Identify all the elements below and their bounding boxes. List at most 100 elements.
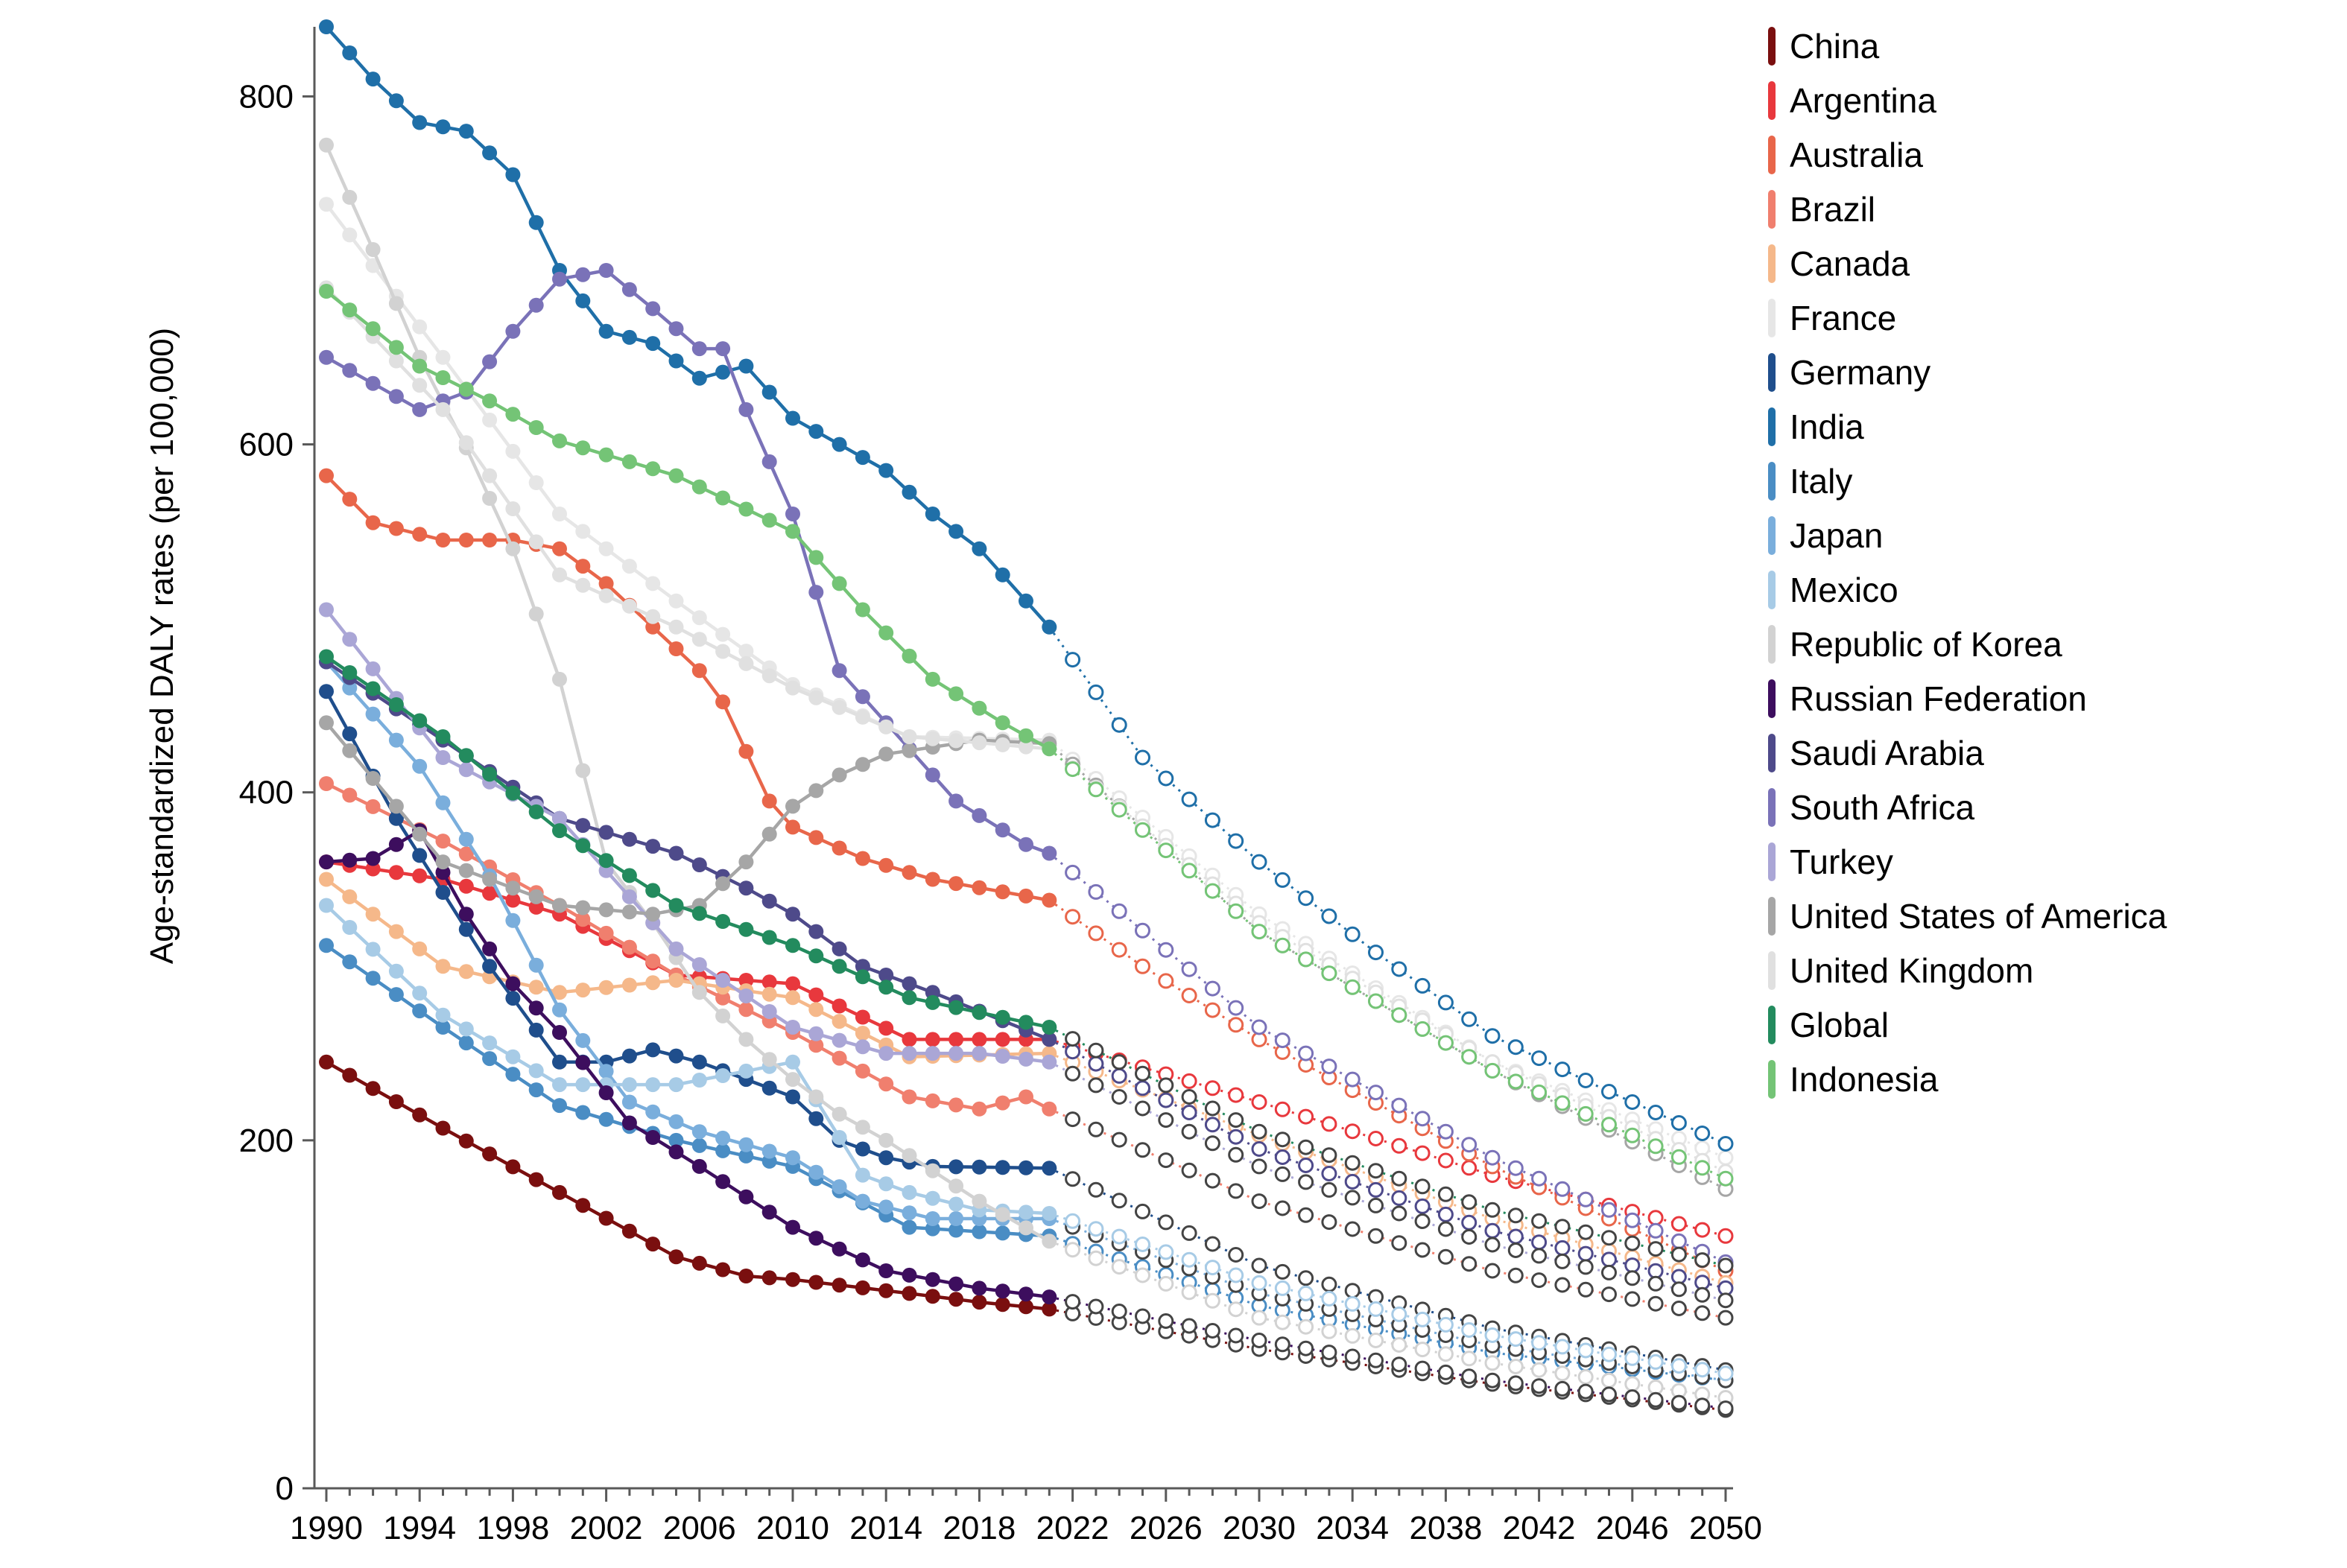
point-india-2021 <box>1042 619 1057 635</box>
forecast-point-republic-of-korea-2036 <box>1391 1337 1407 1353</box>
forecast-point-global-2048 <box>1670 1246 1687 1263</box>
forecast-point-indonesia-2028 <box>1204 883 1220 899</box>
forecast-point-russian-federation-2040 <box>1484 1372 1501 1388</box>
point-turkey-1996 <box>458 762 474 778</box>
forecast-point-argentina-2033 <box>1321 1116 1337 1132</box>
point-france-1997 <box>482 412 498 428</box>
x-tick-label-1994: 1994 <box>383 1510 456 1546</box>
forecast-point-brazil-2026 <box>1158 1152 1174 1169</box>
point-global-2020 <box>1019 1015 1033 1030</box>
forecast-point-indonesia-2029 <box>1228 903 1244 919</box>
point-germany-1994 <box>412 848 428 863</box>
forecast-point-global-2042 <box>1531 1213 1548 1229</box>
point-russian-federation-1993 <box>388 837 404 852</box>
point-india-2009 <box>761 384 777 400</box>
forecast-point-saudi-arabia-2027 <box>1181 1105 1197 1120</box>
forecast-point-mexico-2049 <box>1694 1362 1711 1378</box>
point-japan-2003 <box>621 1094 637 1110</box>
forecast-point-south-africa-2027 <box>1181 961 1197 977</box>
point-indonesia-2005 <box>668 468 684 483</box>
point-germany-2013 <box>855 1141 870 1157</box>
point-mexico-2001 <box>575 1077 591 1093</box>
point-turkey-1992 <box>365 661 381 676</box>
forecast-point-turkey-2023 <box>1088 1077 1104 1094</box>
point-germany-2019 <box>995 1160 1010 1175</box>
point-japan-2017 <box>948 1211 964 1226</box>
point-china-1997 <box>482 1146 498 1162</box>
point-india-2015 <box>902 484 917 500</box>
point-mexico-1996 <box>458 1021 474 1037</box>
point-italy-2008 <box>738 1148 754 1164</box>
forecast-point-indonesia-2022 <box>1065 761 1081 778</box>
point-china-2003 <box>621 1223 637 1239</box>
forecast-point-saudi-arabia-2038 <box>1437 1206 1454 1222</box>
forecast-point-russian-federation-2041 <box>1507 1375 1524 1391</box>
point-argentina-2012 <box>832 998 847 1014</box>
forecast-point-russian-federation-2045 <box>1601 1386 1617 1403</box>
point-india-2002 <box>598 323 614 339</box>
point-china-1996 <box>458 1133 474 1149</box>
forecast-point-global-2026 <box>1158 1077 1174 1094</box>
point-brazil-2018 <box>972 1101 987 1117</box>
point-argentina-1996 <box>458 878 474 894</box>
point-italy-2001 <box>575 1105 591 1120</box>
forecast-point-turkey-2043 <box>1554 1253 1571 1269</box>
forecast-point-india-2048 <box>1670 1115 1687 1131</box>
forecast-point-mexico-2044 <box>1577 1342 1594 1359</box>
point-south-africa-2019 <box>995 822 1010 838</box>
series-line-russian-federation <box>326 828 1050 1299</box>
legend-label-south-africa: South Africa <box>1790 788 1974 827</box>
y-tick-label-400: 400 <box>239 775 294 811</box>
point-mexico-1999 <box>528 1063 544 1079</box>
forecast-point-mexico-2037 <box>1414 1311 1431 1327</box>
forecast-point-germany-2026 <box>1158 1214 1174 1231</box>
forecast-line-global <box>1048 1026 1726 1267</box>
forecast-point-brazil-2049 <box>1694 1305 1711 1321</box>
point-japan-2005 <box>668 1114 684 1129</box>
forecast-point-australia-2026 <box>1158 973 1174 989</box>
point-italy-2019 <box>995 1225 1010 1241</box>
forecast-line-china <box>1049 1307 1726 1412</box>
point-germany-2010 <box>785 1089 800 1105</box>
forecast-point-mexico-2043 <box>1554 1339 1571 1355</box>
forecast-point-turkey-2026 <box>1158 1112 1174 1129</box>
forecast-point-brazil-2044 <box>1577 1281 1594 1298</box>
point-brazil-2015 <box>902 1089 917 1105</box>
forecast-point-republic-of-korea-2042 <box>1531 1362 1548 1378</box>
point-brazil-2016 <box>925 1093 940 1108</box>
forecast-point-republic-of-korea-2041 <box>1507 1359 1524 1374</box>
legend-label-canada: Canada <box>1790 244 1910 283</box>
forecast-point-republic-of-korea-2038 <box>1437 1346 1454 1362</box>
point-india-2016 <box>925 507 940 521</box>
forecast-point-turkey-2042 <box>1531 1248 1548 1264</box>
point-indonesia-1995 <box>435 370 451 385</box>
point-global-1997 <box>482 766 498 782</box>
forecast-point-south-africa-2041 <box>1507 1160 1524 1176</box>
point-japan-1991 <box>342 680 358 696</box>
forecast-point-germany-2029 <box>1228 1247 1244 1263</box>
point-russian-federation-2002 <box>598 1085 614 1100</box>
forecast-point-saudi-arabia-2028 <box>1204 1117 1220 1133</box>
point-republic-of-korea-2007 <box>715 1008 731 1023</box>
forecast-point-indonesia-2037 <box>1414 1021 1431 1037</box>
point-france-1994 <box>412 319 428 334</box>
point-global-2004 <box>645 883 661 898</box>
point-china-1990 <box>319 1054 334 1070</box>
forecast-point-brazil-2045 <box>1601 1286 1617 1303</box>
point-united-kingdom-2017 <box>948 733 964 749</box>
forecast-point-germany-2032 <box>1298 1270 1314 1286</box>
legend-swatch-canada <box>1768 244 1776 283</box>
forecast-point-saudi-arabia-2040 <box>1484 1222 1501 1239</box>
point-turkey-1991 <box>342 632 358 647</box>
point-china-2008 <box>738 1269 754 1283</box>
point-argentina-1992 <box>365 861 381 877</box>
forecast-point-argentina-2037 <box>1414 1145 1431 1161</box>
point-indonesia-2020 <box>1019 728 1033 743</box>
forecast-point-australia-2025 <box>1135 958 1150 974</box>
forecast-point-global-2024 <box>1111 1054 1127 1070</box>
point-france-1991 <box>342 227 358 243</box>
point-russian-federation-2009 <box>761 1204 777 1220</box>
point-argentina-2010 <box>785 976 800 991</box>
forecast-point-turkey-2049 <box>1694 1286 1711 1303</box>
point-indonesia-1990 <box>319 284 334 299</box>
